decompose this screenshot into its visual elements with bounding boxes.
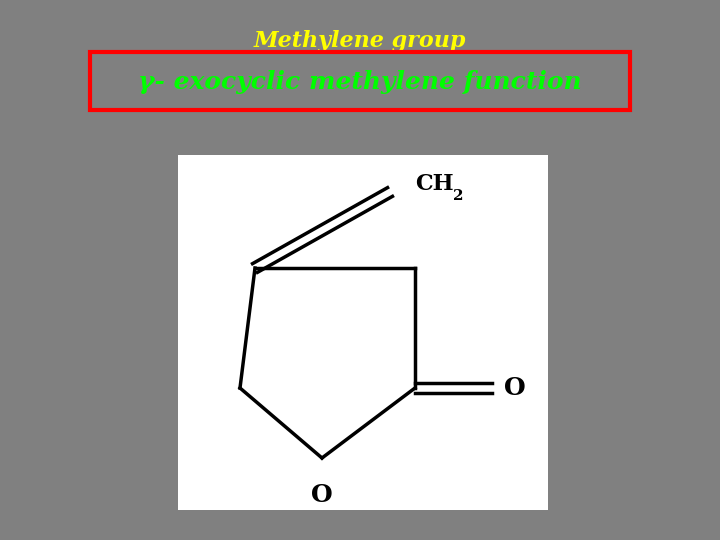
- Text: γ- exocyclic methylene function: γ- exocyclic methylene function: [138, 70, 582, 94]
- Text: O: O: [504, 376, 526, 400]
- Bar: [90, 52, 630, 110]
- Text: O: O: [311, 483, 333, 507]
- Text: CH: CH: [415, 173, 454, 195]
- Bar: [178, 155, 548, 510]
- Text: Methylene group: Methylene group: [254, 30, 466, 52]
- Text: 2: 2: [453, 189, 464, 203]
